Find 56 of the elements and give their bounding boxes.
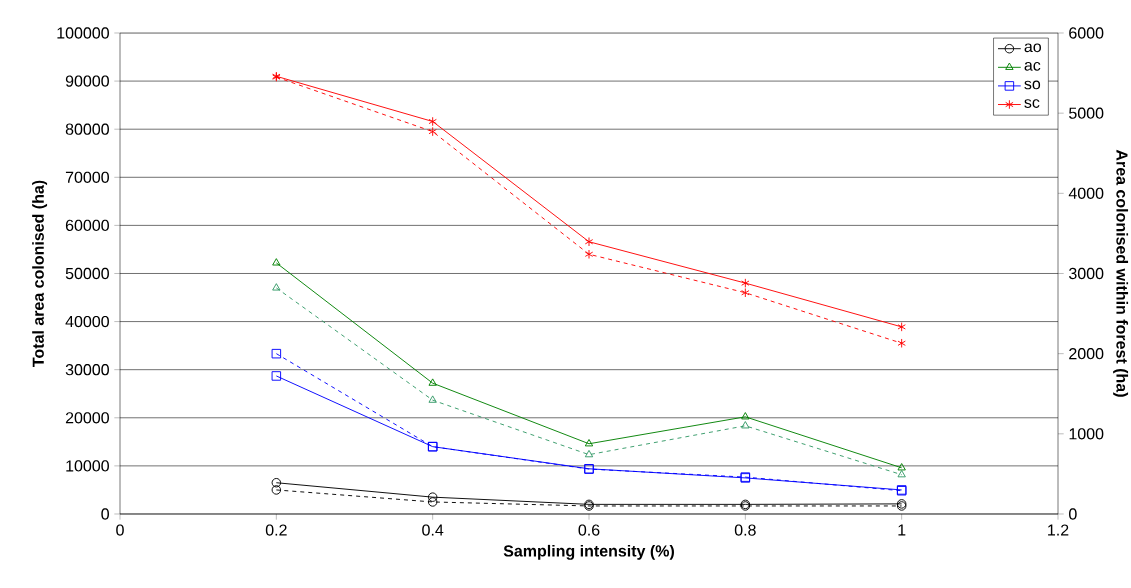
point xyxy=(584,439,594,447)
legend-label: so xyxy=(1024,80,1041,90)
y-tick-label: 80000 xyxy=(65,123,109,135)
point xyxy=(428,126,437,137)
point xyxy=(897,463,906,471)
y-tick-label: 20000 xyxy=(65,412,109,424)
point xyxy=(427,492,438,502)
y-axis-title: Total area colonised (ha) xyxy=(32,180,48,367)
x-axis-title: Sampling intensity (%) xyxy=(503,544,674,560)
legend-label: ao xyxy=(1024,43,1042,53)
y-tick-label: 100000 xyxy=(57,27,109,39)
y2-axis-title: Area colonised within forest (ha) xyxy=(1113,149,1129,397)
point xyxy=(271,477,282,488)
y2-tick-label: 1000 xyxy=(1069,428,1104,440)
legend-label: ac xyxy=(1024,62,1041,71)
x-tick-label: 1.2 xyxy=(1048,524,1069,536)
x-tick-label: 0.6 xyxy=(578,524,600,536)
point xyxy=(897,338,906,348)
y-tick-label: 90000 xyxy=(65,75,109,87)
y2-tick-label: 4000 xyxy=(1068,187,1104,199)
y-tick-label: 60000 xyxy=(65,219,109,232)
y2-tick-label: 5000 xyxy=(1069,107,1104,119)
x-tick-label: 1 xyxy=(898,524,906,536)
point xyxy=(271,485,282,495)
legend-label: sc xyxy=(1024,99,1040,108)
point xyxy=(584,449,594,458)
point xyxy=(428,116,437,127)
point xyxy=(427,497,438,507)
point xyxy=(897,469,906,478)
x-tick-label: 0 xyxy=(116,524,124,536)
y2-tick-label: 2000 xyxy=(1069,348,1104,360)
point xyxy=(897,322,906,332)
y-tick-label: 40000 xyxy=(65,315,109,328)
x-tick-label: 0.2 xyxy=(265,524,287,536)
point xyxy=(741,278,750,288)
point xyxy=(272,283,281,291)
point xyxy=(271,348,282,359)
point xyxy=(271,371,282,381)
point xyxy=(741,287,750,298)
y-tick-label: 70000 xyxy=(65,171,109,183)
y2-tick-label: 3000 xyxy=(1069,267,1104,280)
point xyxy=(272,258,281,266)
y2-tick-label: 0 xyxy=(1069,508,1077,520)
x-tick-label: 0.8 xyxy=(734,524,756,536)
y2-tick-label: 6000 xyxy=(1069,27,1104,39)
y-tick-label: 0 xyxy=(101,508,109,520)
point xyxy=(584,249,594,259)
point xyxy=(428,378,437,386)
point xyxy=(741,421,750,429)
y-tick-label: 30000 xyxy=(65,364,109,376)
y-tick-label: 10000 xyxy=(66,460,109,472)
point xyxy=(428,395,437,403)
y-tick-label: 50000 xyxy=(65,267,109,280)
x-tick-label: 0.4 xyxy=(422,524,444,536)
point xyxy=(741,412,750,420)
point xyxy=(584,237,594,247)
